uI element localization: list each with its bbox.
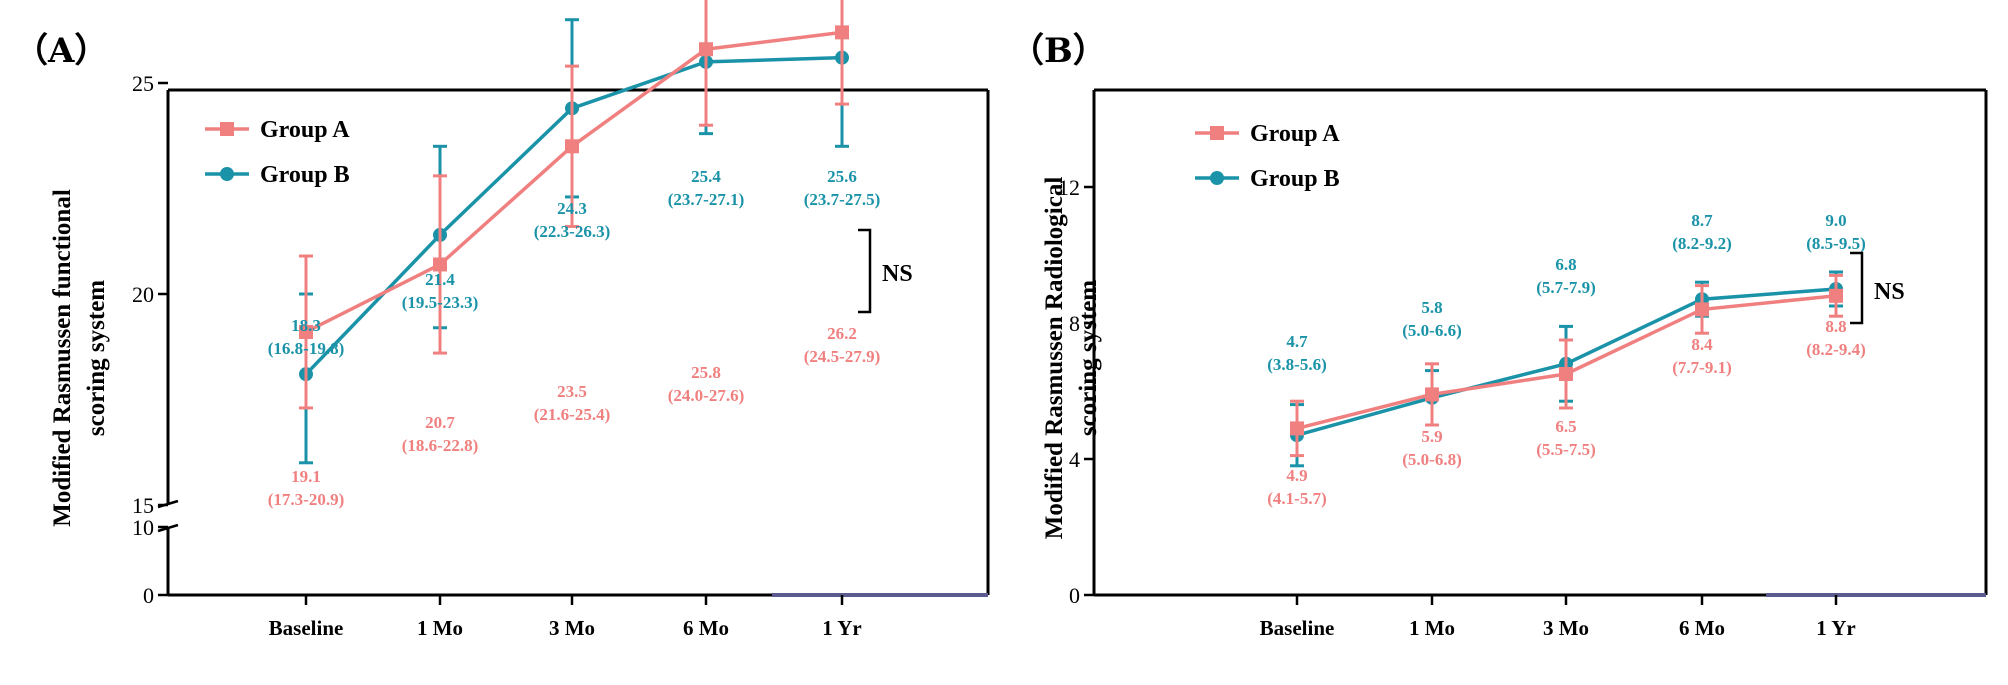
data-label-value: 24.3 [557, 199, 587, 218]
panel-label: （A） [14, 31, 108, 71]
ns-annotation: NS [882, 261, 913, 287]
data-label-value: 18.3 [291, 316, 321, 335]
data-label-ci: (5.0-6.6) [1402, 321, 1461, 340]
y-tick-label: 0 [143, 583, 154, 608]
legend-label: Group B [1250, 166, 1340, 192]
data-label-ci: (24.0-27.6) [668, 386, 744, 405]
data-point-group-a [1290, 421, 1304, 436]
data-label-value: 25.8 [691, 363, 721, 382]
x-tick-label: 1 Yr [1816, 616, 1855, 640]
y-tick-label: 25 [132, 71, 154, 96]
data-label-ci: (4.1-5.7) [1267, 489, 1326, 508]
x-tick-label: 1 Mo [1409, 616, 1455, 640]
data-label-value: 23.5 [557, 382, 587, 401]
y-tick-label: 20 [132, 282, 154, 307]
data-label-value: 5.9 [1421, 427, 1442, 446]
data-point-group-a [1829, 288, 1843, 303]
legend: Group A Group B [1195, 121, 1340, 192]
x-tick-label: Baseline [269, 616, 344, 640]
data-label-ci: (18.6-22.8) [402, 436, 478, 455]
y-axis-title: Modified Rasmussen functional [49, 189, 76, 527]
y-tick-label: 4 [1069, 447, 1080, 472]
y-tick-label: 0 [1069, 583, 1080, 608]
data-label-ci: (24.5-27.9) [804, 347, 880, 366]
data-label-ci: (7.7-9.1) [1672, 358, 1731, 377]
ns-annotation: NS [1874, 279, 1905, 305]
data-label-value: 20.7 [425, 413, 455, 432]
data-label-value: 21.4 [425, 270, 455, 289]
data-point-group-a [1695, 302, 1709, 317]
data-label-value: 9.0 [1825, 211, 1846, 230]
legend-marker-square [1210, 126, 1224, 140]
data-point-group-a [835, 25, 849, 40]
data-label-value: 8.7 [1691, 211, 1713, 230]
chart-panel-b: （B） 0 4 8 12 Baseline 1 Mo 3 Mo 6 Mo 1 Yr Modified… [1010, 31, 1988, 640]
data-point-group-a [433, 257, 447, 272]
data-label-value: 4.9 [1286, 466, 1307, 485]
legend-label: Group B [260, 162, 350, 188]
x-tick-label: Baseline [1260, 616, 1335, 640]
y-axis-title: scoring system [83, 280, 110, 436]
data-label-value: 5.8 [1421, 298, 1442, 317]
data-label-ci: (3.8-5.6) [1267, 355, 1326, 374]
legend-marker-circle [220, 167, 234, 181]
legend-marker-circle [1210, 171, 1224, 185]
data-label-value: 25.6 [827, 167, 857, 186]
data-label-ci: (5.0-6.8) [1402, 450, 1461, 469]
data-label-value: 6.5 [1555, 417, 1576, 436]
y-axis-title: Modified Rasmussen Radiological [1041, 177, 1068, 540]
data-label-ci: (8.2-9.4) [1806, 340, 1865, 359]
data-point-group-a [565, 139, 579, 154]
data-label-ci: (8.5-9.5) [1806, 234, 1865, 253]
legend-marker-square [220, 122, 234, 136]
data-label-ci: (5.5-7.5) [1536, 440, 1595, 459]
data-label-value: 25.4 [691, 167, 721, 186]
data-point-group-a [1425, 387, 1439, 402]
data-label-value: 4.7 [1286, 332, 1308, 351]
data-point-group-a [699, 42, 713, 57]
y-axis-title: scoring system [1075, 280, 1102, 436]
x-tick-label: 6 Mo [683, 616, 729, 640]
y-tick-label: 10 [132, 515, 154, 540]
data-label-ci: (5.7-7.9) [1536, 278, 1595, 297]
y-tick-label: 12 [1058, 175, 1080, 200]
data-point-group-a [299, 324, 313, 339]
data-label-value: 6.8 [1555, 255, 1576, 274]
series-group-a [299, 0, 849, 410]
legend-label: Group A [1250, 121, 1340, 147]
ns-bracket [858, 228, 872, 314]
data-label-ci: (17.3-20.9) [268, 490, 344, 509]
panel-label: （B） [1010, 31, 1107, 71]
data-label-ci: (8.2-9.2) [1672, 234, 1731, 253]
x-tick-label: 1 Yr [822, 616, 861, 640]
data-label-value: 8.4 [1691, 335, 1713, 354]
data-label-value: 19.1 [291, 467, 321, 486]
data-label-ci: (22.3-26.3) [534, 222, 610, 241]
data-label-value: 26.2 [827, 324, 857, 343]
data-label-ci: (16.8-19.8) [268, 339, 344, 358]
legend: Group A Group B [205, 117, 350, 188]
data-label-value: 8.8 [1825, 317, 1846, 336]
data-point-group-a [1559, 367, 1573, 381]
series-line [305, 30, 843, 334]
data-label-ci: (23.7-27.1) [668, 190, 744, 209]
y-tick-label: 8 [1069, 311, 1080, 336]
data-label-ci: (23.7-27.5) [804, 190, 880, 209]
legend-label: Group A [260, 117, 350, 143]
x-tick-label: 6 Mo [1679, 616, 1725, 640]
x-tick-label: 1 Mo [417, 616, 463, 640]
y-tick-label: 15 [132, 493, 154, 518]
series-group-a [1290, 273, 1843, 458]
data-label-ci: (21.6-25.4) [534, 405, 610, 424]
data-label-ci: (19.5-23.3) [402, 293, 478, 312]
x-tick-label: 3 Mo [549, 616, 595, 640]
x-tick-label: 3 Mo [1543, 616, 1589, 640]
chart-panel-a: （A）01015202530Baseline1 Mo3 Mo6 Mo1 YrMo… [14, 0, 990, 640]
ns-bracket [1850, 251, 1864, 325]
